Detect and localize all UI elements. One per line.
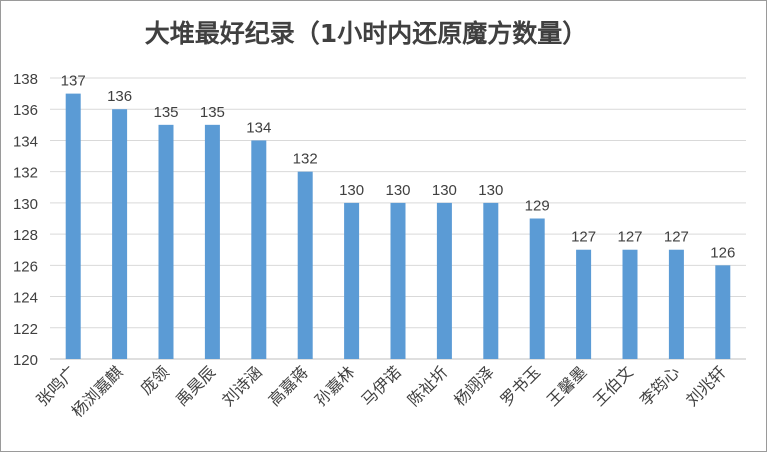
data-label: 135 xyxy=(200,104,225,121)
data-label: 137 xyxy=(61,73,86,90)
data-label: 136 xyxy=(107,88,132,105)
bar xyxy=(251,140,267,359)
y-tick-label: 134 xyxy=(13,133,38,150)
bar xyxy=(668,249,684,359)
data-label: 127 xyxy=(571,229,596,246)
data-label: 127 xyxy=(664,229,689,246)
x-tick-label: 马伊诺 xyxy=(357,362,404,409)
data-label: 132 xyxy=(293,151,318,168)
x-tick-label: 李筠心 xyxy=(636,362,683,409)
x-tick-label: 罗书玉 xyxy=(497,362,544,409)
y-tick-label: 128 xyxy=(13,227,38,244)
data-label: 130 xyxy=(478,182,503,199)
data-label: 129 xyxy=(525,198,550,215)
x-tick-label: 王馨墨 xyxy=(543,362,590,409)
bar xyxy=(390,202,406,359)
y-tick-label: 130 xyxy=(13,196,38,213)
y-tick-label: 136 xyxy=(13,102,38,119)
x-tick-label: 杨浏嘉麒 xyxy=(68,362,127,421)
y-tick-label: 138 xyxy=(13,71,38,88)
bar xyxy=(344,202,360,359)
data-label: 134 xyxy=(246,119,271,136)
x-tick-label: 禹昊辰 xyxy=(172,362,219,409)
bar xyxy=(715,265,731,359)
x-tick-label: 陈祉圻 xyxy=(404,362,451,409)
x-tick-label: 刘诗涵 xyxy=(218,362,265,409)
x-tick-label: 杨翊泽 xyxy=(450,362,497,409)
data-label: 127 xyxy=(617,229,642,246)
x-tick-label: 孙嘉林 xyxy=(311,362,358,409)
data-label: 130 xyxy=(339,182,364,199)
x-tick-label: 王伯文 xyxy=(589,362,636,409)
y-tick-label: 126 xyxy=(13,258,38,275)
bar xyxy=(112,109,128,359)
bar xyxy=(436,202,452,359)
y-tick-label: 122 xyxy=(13,321,38,338)
y-tick-label: 124 xyxy=(13,290,38,307)
bar xyxy=(483,202,499,359)
x-tick-label: 高嘉蒋 xyxy=(265,362,312,409)
data-label: 126 xyxy=(710,244,735,261)
bar xyxy=(65,93,81,359)
bar xyxy=(158,124,174,359)
chart-title: 大堆最好纪录（1小时内还原魔方数量） xyxy=(145,19,587,48)
y-tick-label: 132 xyxy=(13,165,38,182)
bar xyxy=(204,124,220,359)
data-label: 130 xyxy=(432,182,457,199)
data-label: 135 xyxy=(153,104,178,121)
x-tick-label: 刘兆轩 xyxy=(682,362,729,409)
bar xyxy=(529,218,545,359)
bar xyxy=(576,249,592,359)
bar xyxy=(622,249,638,359)
x-tick-label: 庞领 xyxy=(137,362,173,398)
data-label: 130 xyxy=(385,182,410,199)
y-tick-label: 120 xyxy=(13,352,38,369)
bar xyxy=(297,171,313,359)
